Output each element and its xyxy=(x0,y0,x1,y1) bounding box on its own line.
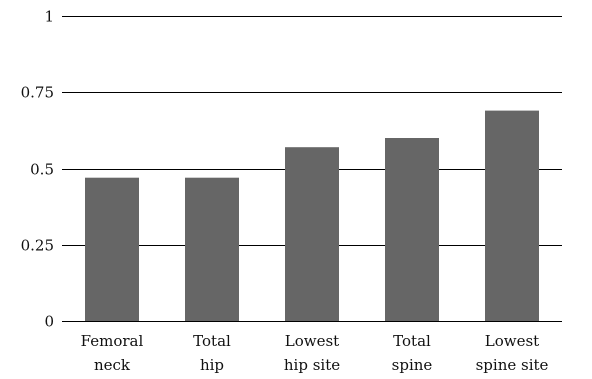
bar xyxy=(185,177,239,321)
y-tick-label: 0 xyxy=(44,313,54,331)
bar xyxy=(485,110,539,321)
x-axis-labels: Femoral neck Total hip Lowest hip site Total sp… xyxy=(81,332,549,374)
y-tick-label: 1 xyxy=(44,8,54,26)
y-axis-ticks: 0 0.25 0.5 0.75 1 xyxy=(21,8,54,331)
bars xyxy=(85,110,539,321)
x-category-label: Total xyxy=(193,332,231,350)
y-tick-label: 0.5 xyxy=(30,161,54,179)
bar xyxy=(385,138,439,321)
x-category-label: Femoral xyxy=(81,332,144,350)
bar xyxy=(85,177,139,321)
y-tick-label: 0.25 xyxy=(21,237,54,255)
x-category-label: hip site xyxy=(284,356,340,374)
x-category-label: neck xyxy=(94,356,131,374)
x-category-label: Total xyxy=(393,332,431,350)
bar xyxy=(285,147,339,321)
y-tick-label: 0.75 xyxy=(21,84,54,102)
x-category-label: spine xyxy=(392,356,433,374)
x-category-label: spine site xyxy=(476,356,549,374)
x-category-label: Lowest xyxy=(485,332,539,350)
x-category-label: Lowest xyxy=(285,332,339,350)
x-category-label: hip xyxy=(200,356,224,374)
